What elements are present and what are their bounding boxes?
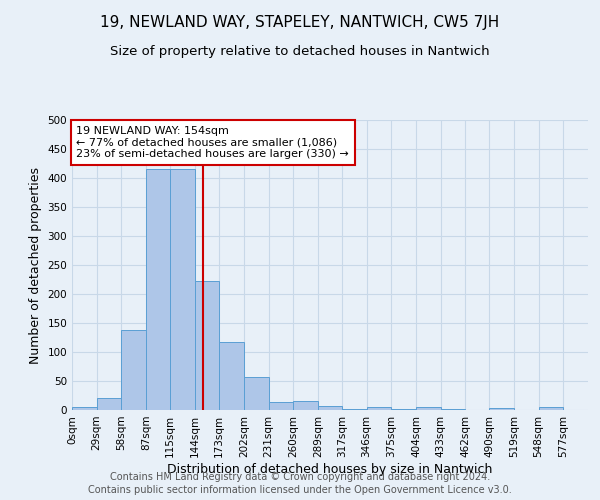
Text: Size of property relative to detached houses in Nantwich: Size of property relative to detached ho… [110, 45, 490, 58]
X-axis label: Distribution of detached houses by size in Nantwich: Distribution of detached houses by size … [167, 462, 493, 475]
Bar [367, 407, 391, 410]
Y-axis label: Number of detached properties: Number of detached properties [29, 166, 42, 364]
Text: 19, NEWLAND WAY, STAPELEY, NANTWICH, CW5 7JH: 19, NEWLAND WAY, STAPELEY, NANTWICH, CW5… [100, 15, 500, 30]
Bar [220, 342, 244, 410]
Bar [121, 330, 146, 410]
Bar [489, 408, 514, 410]
Bar [416, 407, 440, 410]
Bar [293, 402, 318, 410]
Text: Contains public sector information licensed under the Open Government Licence v3: Contains public sector information licen… [88, 485, 512, 495]
Text: 19 NEWLAND WAY: 154sqm
← 77% of detached houses are smaller (1,086)
23% of semi-: 19 NEWLAND WAY: 154sqm ← 77% of detached… [76, 126, 349, 159]
Bar [146, 170, 170, 410]
Bar [342, 409, 367, 410]
Bar [97, 398, 121, 410]
Bar [539, 407, 563, 410]
Bar [269, 402, 293, 410]
Text: Contains HM Land Registry data © Crown copyright and database right 2024.: Contains HM Land Registry data © Crown c… [110, 472, 490, 482]
Bar [194, 281, 220, 410]
Bar [72, 407, 97, 410]
Bar [170, 170, 194, 410]
Bar [244, 377, 269, 410]
Bar [318, 406, 342, 410]
